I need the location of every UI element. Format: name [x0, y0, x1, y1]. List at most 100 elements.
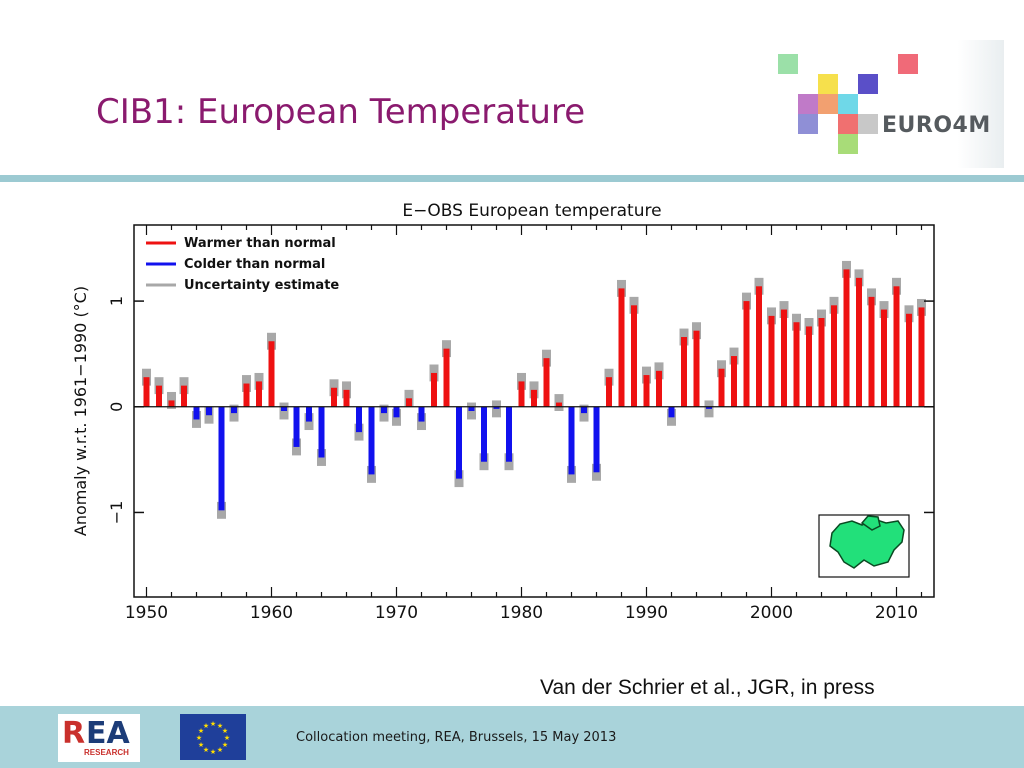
uncertainty-bar — [154, 377, 164, 395]
logo-square — [858, 114, 878, 134]
warm-anomaly-bar — [431, 372, 437, 407]
uncertainty-bar — [504, 453, 514, 471]
uncertainty-bar — [179, 377, 189, 395]
warm-anomaly-bar — [743, 301, 750, 407]
cold-anomaly-bar — [481, 406, 487, 462]
svg-text:★: ★ — [198, 727, 204, 735]
cold-anomaly-bar — [468, 406, 475, 411]
logo-square — [898, 54, 918, 74]
cold-anomaly-bar — [493, 406, 500, 409]
uncertainty-bar — [679, 328, 689, 346]
svg-text:★: ★ — [217, 746, 223, 754]
uncertainty-bar — [392, 408, 401, 426]
uncertainty-bar — [492, 400, 501, 418]
uncertainty-bar — [767, 307, 776, 325]
warm-anomaly-bar — [606, 377, 612, 407]
uncertainty-bar — [242, 375, 251, 392]
svg-text:★: ★ — [203, 746, 209, 754]
warm-anomaly-bar — [156, 385, 162, 407]
uncertainty-bar — [854, 269, 864, 287]
rea-logo: R EA RESEARCH — [58, 714, 140, 762]
uncertainty-bar — [717, 360, 726, 378]
legend-label: Colder than normal — [184, 257, 325, 272]
x-tick-label: 1970 — [375, 603, 418, 623]
cold-anomaly-bar — [193, 406, 200, 420]
svg-text:★: ★ — [210, 720, 216, 728]
logo-square — [818, 94, 838, 114]
logo-square — [778, 54, 798, 74]
uncertainty-bar — [567, 465, 576, 483]
svg-text:★: ★ — [196, 734, 202, 742]
warm-anomaly-bar — [806, 326, 812, 407]
warm-anomaly-bar — [768, 315, 775, 407]
uncertainty-bar — [917, 298, 926, 316]
warm-anomaly-bar — [143, 377, 150, 407]
eu-stars-icon: ★ ★★ ★★★ ★★★ ★★★ — [196, 720, 230, 756]
warm-anomaly-bar — [893, 286, 900, 407]
eu-flag: ★ ★ ★ ★ ★ ★ ★ ★ ★ ★ ★ ★ — [180, 714, 246, 760]
x-tick-label: 2010 — [875, 603, 918, 623]
cold-anomaly-bar — [381, 406, 387, 414]
header-rule — [0, 175, 1024, 182]
warm-anomaly-bar — [681, 337, 687, 407]
cold-anomaly-bar — [668, 406, 675, 418]
svg-text:★: ★ — [203, 722, 209, 730]
warm-anomaly-bar — [831, 305, 837, 407]
warm-anomaly-bar — [656, 370, 662, 407]
chart-svg: E−OBS European temperature Anomaly w.r.t… — [71, 201, 935, 623]
warm-anomaly-bar — [243, 383, 250, 407]
cold-anomaly-bar — [356, 406, 362, 433]
svg-text:★: ★ — [210, 748, 216, 756]
warm-anomaly-bar — [843, 269, 850, 407]
y-tick-label: 0 — [107, 402, 126, 412]
uncertainty-bar — [479, 453, 489, 471]
cold-anomaly-bar — [206, 406, 212, 416]
uncertainty-bar — [579, 404, 589, 422]
x-tick-label: 1950 — [125, 603, 168, 623]
plot-frame — [133, 224, 935, 598]
warm-anomaly-bar — [868, 296, 875, 407]
logo-square — [838, 134, 858, 154]
cold-anomaly-bar — [293, 406, 300, 447]
cold-anomaly-bar — [581, 406, 587, 414]
uncertainty-bar — [442, 340, 451, 358]
warm-anomaly-bar — [343, 389, 350, 407]
cold-anomaly-bar — [456, 406, 462, 479]
uncertainty-bar — [667, 408, 676, 426]
euro4m-logo-text: EURO4M — [882, 113, 991, 138]
uncertainty-bar — [742, 292, 751, 310]
uncertainty-bar — [429, 364, 439, 382]
x-tick-label: 1980 — [500, 603, 543, 623]
europe-inset-map — [818, 514, 910, 578]
warm-anomaly-bar — [618, 288, 625, 407]
warm-anomaly-bar — [631, 305, 637, 407]
svg-text:★: ★ — [217, 722, 223, 730]
cold-anomaly-bar — [318, 406, 325, 458]
axes-layer: −1 0 1 1950 1960 1970 1980 1990 2000 2010 — [107, 225, 934, 623]
cold-anomaly-bar — [393, 406, 400, 418]
cold-anomaly-bar — [218, 406, 225, 511]
rea-logo-subtitle: RESEARCH — [84, 748, 129, 757]
warm-anomaly-bar — [781, 309, 787, 407]
logo-square — [858, 74, 878, 94]
chart: E−OBS European temperature Anomaly w.r.t… — [62, 190, 940, 630]
scandinavia-shape — [860, 515, 881, 531]
logo-square — [798, 114, 818, 134]
chart-title: E−OBS European temperature — [402, 201, 661, 221]
footer-text: Collocation meeting, REA, Brussels, 15 M… — [296, 730, 617, 745]
warm-anomaly-bar — [918, 307, 925, 407]
x-tick-label: 1960 — [250, 603, 293, 623]
x-tick-label: 2000 — [750, 603, 793, 623]
cold-anomaly-bar — [231, 406, 237, 414]
svg-text:★: ★ — [222, 741, 228, 749]
x-tick-label: 1990 — [625, 603, 668, 623]
warm-anomaly-bar — [181, 385, 187, 407]
uncertainty-bar — [629, 296, 639, 314]
europe-land-shape — [829, 518, 905, 569]
warm-anomaly-bar — [906, 313, 912, 407]
warm-anomaly-bar — [818, 318, 825, 407]
warm-anomaly-bar — [718, 368, 725, 407]
y-tick-label: −1 — [107, 501, 126, 525]
warm-anomaly-bar — [256, 381, 262, 407]
cold-anomaly-bar — [418, 406, 425, 422]
